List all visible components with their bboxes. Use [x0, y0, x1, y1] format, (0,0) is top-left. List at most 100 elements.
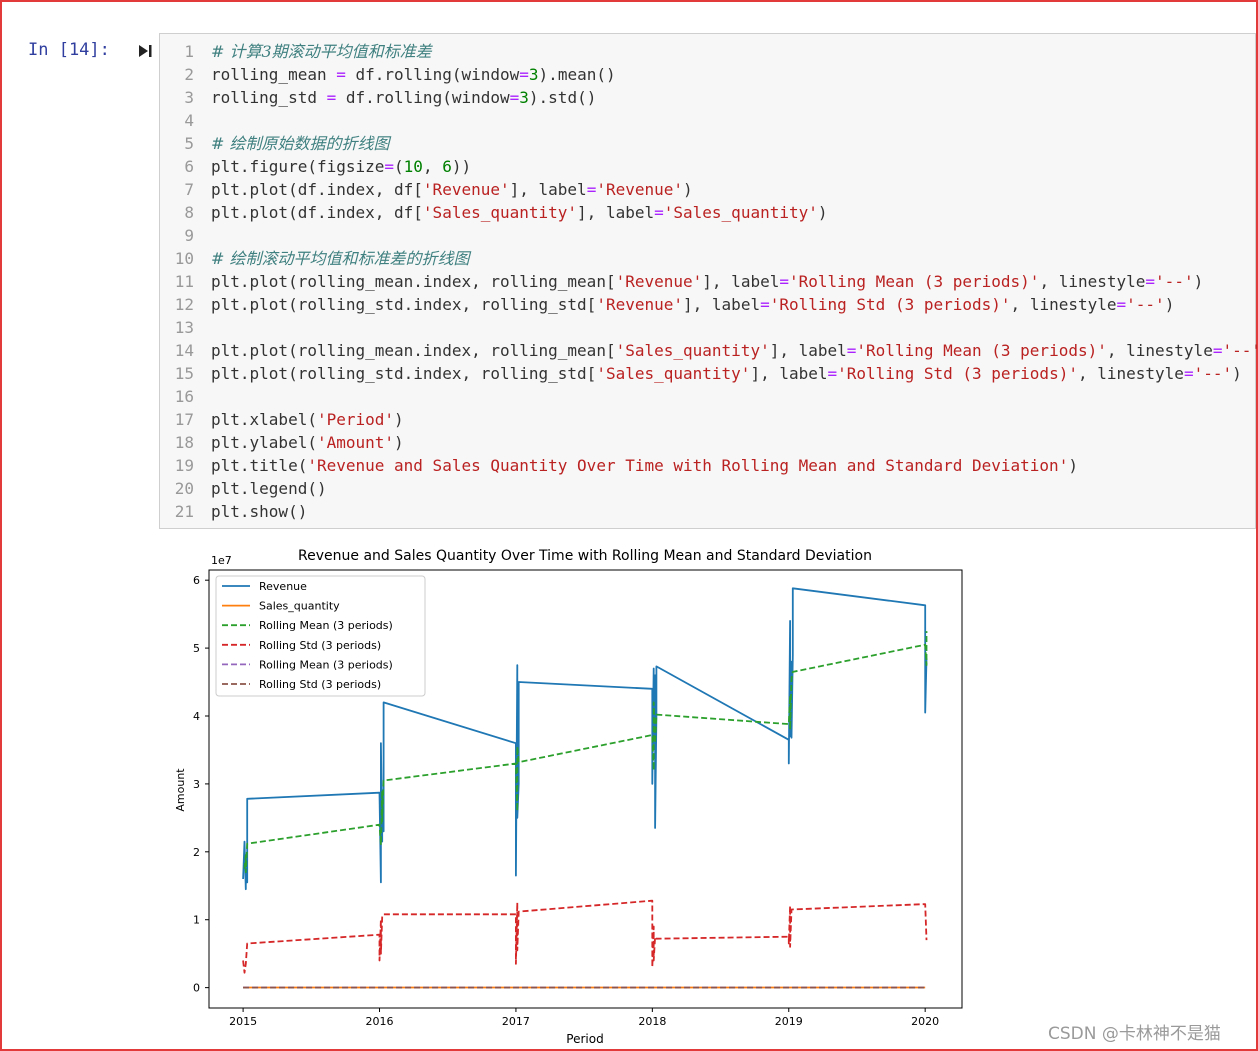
code-token: =	[760, 295, 770, 314]
code-line[interactable]	[211, 316, 1258, 339]
code-token: , linestyle	[1039, 272, 1146, 291]
x-tick-label: 2018	[638, 1015, 666, 1028]
code-line[interactable]: plt.legend()	[211, 477, 1258, 500]
watermark: CSDN @卡林神不是猫	[1048, 1024, 1221, 1044]
x-tick-label: 2016	[366, 1015, 394, 1028]
code-token: )	[394, 433, 404, 452]
line-number: 7	[184, 180, 194, 199]
code-token: plt.xlabel(	[211, 410, 317, 429]
code-token: rolling_mean	[211, 65, 337, 84]
line-number: 12	[174, 295, 194, 314]
code-token: 'Rolling Mean (3 periods)'	[788, 272, 1040, 291]
line-number: 10	[174, 249, 194, 268]
code-token: ], label	[577, 203, 655, 222]
code-token: =	[326, 88, 337, 107]
code-token: =	[586, 180, 597, 199]
line-number: 20	[174, 479, 194, 498]
plot-area-frame	[208, 569, 963, 1009]
line-number: 14	[174, 341, 194, 360]
y-tick-label: 4	[193, 710, 200, 723]
line-number: 4	[184, 111, 194, 130]
code-token: plt.legend()	[211, 479, 327, 498]
code-token: 'Sales_quantity'	[615, 341, 770, 360]
legend-box	[215, 575, 426, 697]
code-line[interactable]: rolling_std = df.rolling(window=3).std()	[211, 86, 1258, 109]
code-editor-text[interactable]: # 计算3期滚动平均值和标准差 rolling_mean = df.rolling…	[211, 40, 1258, 523]
line-number: 5	[184, 134, 194, 153]
legend-label: Rolling Mean (3 periods)	[259, 619, 393, 632]
code-token: =	[827, 364, 838, 383]
cell-output: Revenue and Sales Quantity Over Time wit…	[165, 540, 975, 1046]
line-number: 3	[184, 88, 194, 107]
axis-ticks: 2015 2016 2017 2018 2019 2020 0 1 2 3 4 5 6	[193, 574, 939, 1028]
code-token: ], label	[750, 364, 828, 383]
line-number: 9	[184, 226, 194, 245]
line-number: 18	[174, 433, 194, 452]
x-axis-label: Period	[566, 1032, 603, 1045]
code-line[interactable]: plt.plot(rolling_mean.index, rolling_mea…	[211, 339, 1258, 362]
code-token: 'Rolling Std (3 periods)'	[837, 364, 1078, 383]
code-line[interactable]	[211, 224, 1258, 247]
code-token: df.rolling(window	[336, 88, 510, 107]
code-token: ).mean()	[538, 65, 616, 84]
y-tick-label: 0	[193, 982, 200, 995]
code-token: 'Revenue'	[596, 295, 684, 314]
code-token: 'Rolling Mean (3 periods)'	[856, 341, 1107, 360]
code-line[interactable]	[211, 385, 1258, 408]
x-tick-label: 2020	[911, 1015, 939, 1028]
legend-label: Sales_quantity	[259, 600, 340, 613]
code-line[interactable]: plt.plot(rolling_mean.index, rolling_mea…	[211, 270, 1258, 293]
code-line[interactable]: plt.plot(rolling_std.index, rolling_std[…	[211, 362, 1258, 385]
code-token: plt.plot(rolling_mean.index, rolling_mea…	[211, 272, 616, 291]
run-cell-icon[interactable]	[137, 43, 153, 59]
code-line[interactable]: plt.show()	[211, 500, 1258, 523]
code-line[interactable]: plt.figure(figsize=(10, 6))	[211, 155, 1258, 178]
code-token: =	[654, 203, 664, 222]
series-line-4	[242, 899, 928, 974]
y-tick-label: 1	[193, 914, 200, 927]
code-token: 'Period'	[316, 410, 395, 429]
code-token: 6	[442, 157, 452, 176]
y-offset-label: 1e7	[211, 554, 232, 567]
code-cell-editor[interactable]	[159, 33, 1256, 529]
code-line[interactable]: rolling_mean = df.rolling(window=3).mean…	[211, 63, 1258, 86]
code-line[interactable]: # 绘制滚动平均值和标准差的折线图	[211, 247, 1258, 270]
code-token: plt.plot(rolling_std.index, rolling_std[	[211, 295, 597, 314]
code-token: plt.plot(rolling_std.index, rolling_std[	[211, 364, 597, 383]
code-token: # 绘制滚动平均值和标准差的折线图	[211, 249, 470, 268]
code-line[interactable]	[211, 109, 1258, 132]
code-token: # 计算3期滚动平均值和标准差	[211, 42, 432, 61]
y-tick-label: 5	[193, 642, 200, 655]
code-line[interactable]: plt.title('Revenue and Sales Quantity Ov…	[211, 454, 1258, 477]
code-line[interactable]: plt.plot(rolling_std.index, rolling_std[…	[211, 293, 1258, 316]
code-line[interactable]: plt.plot(df.index, df[ 'Sales_quantity'],…	[211, 201, 1258, 224]
legend-label: Rolling Std (3 periods)	[259, 639, 381, 652]
code-token: plt.title(	[211, 456, 308, 475]
code-token: 'Revenue and Sales Quantity Over Time wi…	[307, 456, 1069, 475]
code-token: ], label	[769, 341, 847, 360]
x-tick-label: 2015	[229, 1015, 257, 1028]
code-line[interactable]: plt.plot(df.index, df['Revenue'], label=…	[211, 178, 1258, 201]
code-token: 'Rolling Std (3 periods)'	[769, 295, 1011, 314]
line-number: 13	[174, 318, 194, 337]
legend-label: Revenue	[259, 580, 307, 593]
line-number: 15	[174, 364, 194, 383]
code-token: )	[1068, 456, 1078, 475]
code-line[interactable]: plt.ylabel('Amount')	[211, 431, 1258, 454]
code-token: 10	[403, 157, 423, 176]
code-line[interactable]: # 绘制原始数据的折线图	[211, 132, 1258, 155]
code-token: 'Sales_quantity'	[663, 203, 818, 222]
x-tick-label: 2019	[775, 1015, 803, 1028]
code-token: ,	[422, 157, 443, 176]
code-token: )	[1164, 295, 1175, 314]
legend-label: Rolling Std (3 periods)	[259, 678, 381, 691]
code-token: )	[1232, 364, 1242, 383]
code-line[interactable]: # 计算3期滚动平均值和标准差	[211, 40, 1258, 63]
code-token: ).std()	[528, 88, 597, 107]
code-token: plt.plot(df.index, df[	[211, 203, 423, 222]
cell-prompt: In [14]:	[28, 40, 110, 60]
line-number: 8	[184, 203, 194, 222]
code-token: =	[519, 65, 529, 84]
code-line[interactable]: plt.xlabel('Period')	[211, 408, 1258, 431]
code-token: ))	[451, 157, 472, 176]
